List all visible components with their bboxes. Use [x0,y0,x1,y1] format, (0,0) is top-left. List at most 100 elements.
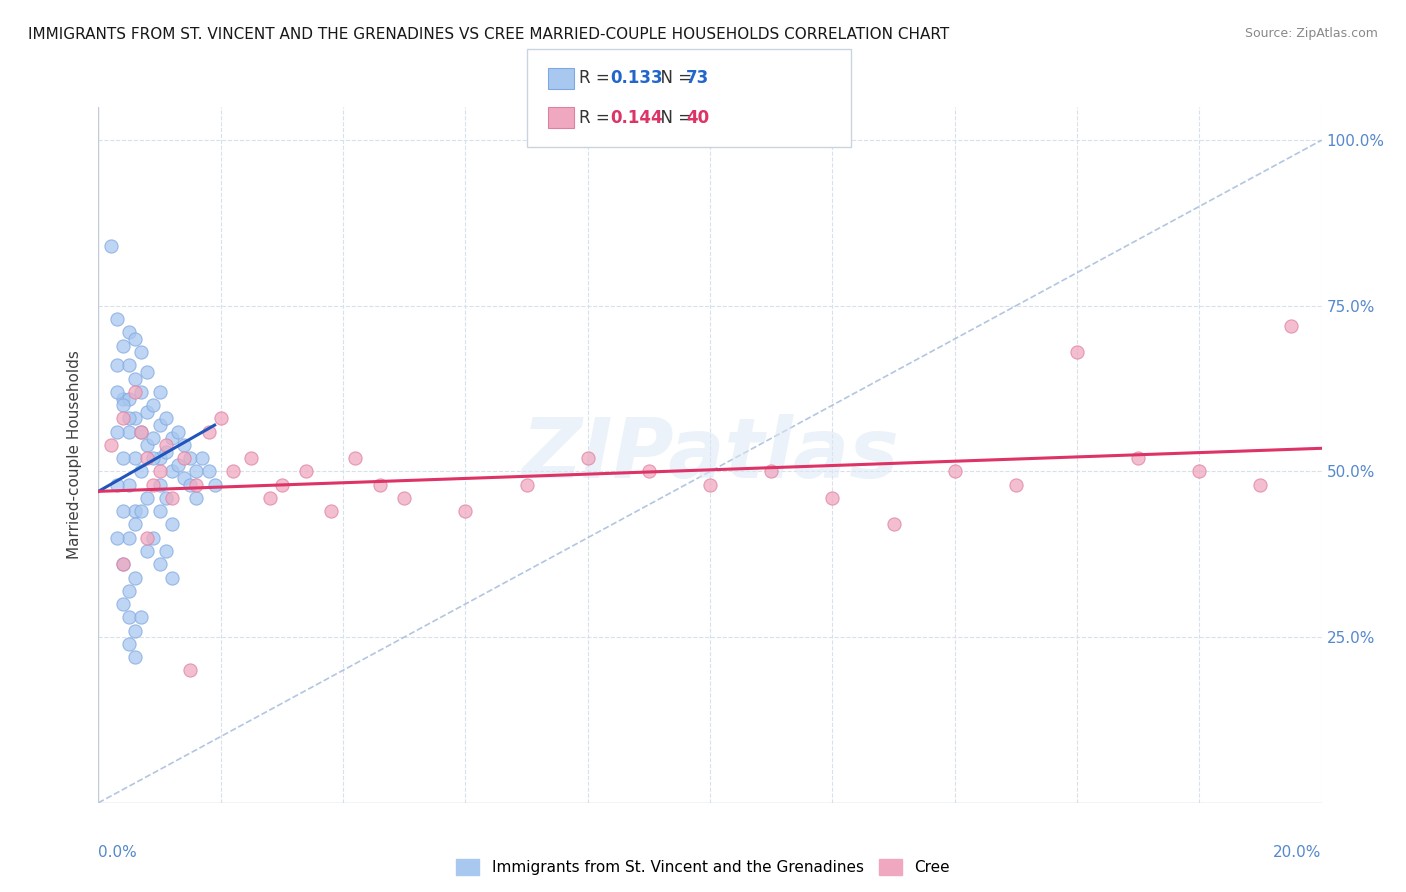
Point [167,425,190,439]
Point [124,332,146,346]
Point [149,465,172,479]
Point [118,425,141,439]
Point [222,465,245,479]
Point [124,517,146,532]
Point [637,465,661,479]
Point [118,610,141,624]
Point [118,359,141,373]
Text: N =: N = [650,109,697,127]
Point [344,451,367,466]
Point [124,384,146,399]
Point [129,384,152,399]
Point [100,239,122,253]
Point [136,451,159,466]
Point [124,624,146,638]
Point [118,326,141,340]
Point [186,491,208,505]
Point [1128,451,1150,466]
Point [118,583,141,598]
Point [118,477,141,491]
Point [124,411,146,425]
Point [124,570,146,584]
Point [179,477,201,491]
Point [129,610,152,624]
Point [111,504,134,518]
Point [149,384,172,399]
Point [124,451,146,466]
Point [136,544,159,558]
Point [160,570,183,584]
Point [295,465,318,479]
Point [454,504,477,518]
Point [118,531,141,545]
Point [105,531,128,545]
Point [173,471,195,485]
Point [105,359,128,373]
Point [259,491,281,505]
Point [319,504,342,518]
Point [1004,477,1026,491]
Point [111,558,134,572]
Point [129,465,152,479]
Point [1066,345,1088,359]
Text: 73: 73 [686,70,710,87]
Legend: Immigrants from St. Vincent and the Grenadines, Cree: Immigrants from St. Vincent and the Gren… [451,855,955,880]
Point [943,465,966,479]
Point [167,458,190,472]
Point [155,544,177,558]
Point [270,477,292,491]
Point [105,425,128,439]
Point [142,431,165,445]
Point [118,637,141,651]
Point [124,504,146,518]
Point [160,491,183,505]
Point [155,438,177,452]
Point [111,451,134,466]
Point [149,558,172,572]
Point [576,451,599,466]
Point [173,438,195,452]
Point [136,405,159,419]
Point [100,438,122,452]
Point [105,477,128,491]
Point [136,365,159,379]
Point [160,517,183,532]
Point [149,504,172,518]
Text: 40: 40 [686,109,709,127]
Point [160,431,183,445]
Point [1249,477,1271,491]
Point [155,411,177,425]
Point [160,465,183,479]
Point [209,411,232,425]
Y-axis label: Married-couple Households: Married-couple Households [67,351,83,559]
Point [699,477,721,491]
Point [129,345,152,359]
Point [129,425,152,439]
Point [1279,318,1302,333]
Point [759,465,782,479]
Text: R =: R = [579,109,616,127]
Point [105,384,128,399]
Point [1188,465,1211,479]
Point [136,491,159,505]
Point [111,398,134,412]
Point [136,531,159,545]
Point [149,418,172,433]
Point [191,451,214,466]
Point [368,477,391,491]
Point [149,477,172,491]
Text: 0.0%: 0.0% [98,845,138,860]
Point [179,663,201,677]
Text: 20.0%: 20.0% [1274,845,1322,860]
Point [111,411,134,425]
Point [111,392,134,406]
Point [516,477,538,491]
Point [142,398,165,412]
Point [197,465,219,479]
Point [105,312,128,326]
Text: IMMIGRANTS FROM ST. VINCENT AND THE GRENADINES VS CREE MARRIED-COUPLE HOUSEHOLDS: IMMIGRANTS FROM ST. VINCENT AND THE GREN… [28,27,949,42]
Point [118,392,141,406]
Point [821,491,844,505]
Point [240,451,263,466]
Point [124,372,146,386]
